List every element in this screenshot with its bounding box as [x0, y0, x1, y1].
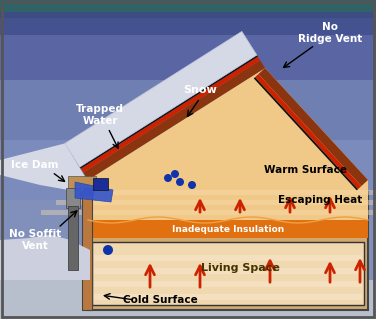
Polygon shape — [82, 192, 92, 310]
Polygon shape — [66, 188, 80, 208]
Polygon shape — [88, 220, 368, 238]
Polygon shape — [81, 56, 260, 172]
Polygon shape — [75, 182, 113, 202]
Polygon shape — [94, 281, 362, 287]
Circle shape — [171, 170, 179, 178]
Circle shape — [103, 245, 113, 255]
Polygon shape — [41, 210, 376, 215]
Polygon shape — [88, 68, 368, 220]
Text: Ice Dam: Ice Dam — [11, 160, 59, 170]
Text: Trapped
Water: Trapped Water — [76, 104, 124, 126]
Polygon shape — [94, 294, 362, 300]
Text: Warm Surface: Warm Surface — [264, 165, 347, 175]
Polygon shape — [65, 31, 257, 167]
Polygon shape — [68, 206, 78, 270]
Polygon shape — [68, 176, 96, 188]
Polygon shape — [0, 210, 90, 280]
Polygon shape — [0, 140, 376, 200]
Text: No
Ridge Vent: No Ridge Vent — [298, 22, 362, 44]
Polygon shape — [254, 77, 358, 190]
Polygon shape — [0, 0, 376, 18]
Polygon shape — [80, 188, 94, 196]
Circle shape — [176, 178, 184, 186]
Polygon shape — [0, 80, 376, 140]
Text: Cold Surface: Cold Surface — [123, 295, 197, 305]
Polygon shape — [258, 68, 368, 186]
Polygon shape — [94, 255, 362, 261]
Polygon shape — [83, 60, 265, 180]
Text: No Soffit
Vent: No Soffit Vent — [9, 229, 61, 251]
Polygon shape — [0, 35, 376, 80]
Polygon shape — [92, 242, 364, 305]
Circle shape — [188, 181, 196, 189]
Polygon shape — [72, 190, 376, 195]
Text: Living Space: Living Space — [200, 263, 279, 273]
Polygon shape — [0, 12, 376, 35]
Text: Inadequate Insulation: Inadequate Insulation — [172, 226, 284, 234]
Polygon shape — [80, 55, 258, 169]
Polygon shape — [0, 170, 100, 319]
Polygon shape — [0, 280, 376, 319]
Text: Snow: Snow — [183, 85, 217, 95]
Polygon shape — [0, 0, 376, 12]
Polygon shape — [0, 144, 90, 192]
Polygon shape — [255, 74, 361, 189]
Circle shape — [164, 174, 172, 182]
Polygon shape — [93, 178, 108, 190]
Polygon shape — [88, 192, 368, 310]
Polygon shape — [56, 200, 376, 205]
Text: Escaping Heat: Escaping Heat — [278, 195, 362, 205]
Polygon shape — [94, 268, 362, 274]
